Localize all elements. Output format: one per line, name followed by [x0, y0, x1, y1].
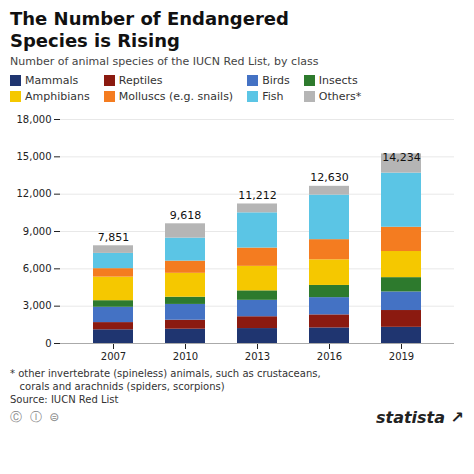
html-text:The Number of Endangered Speci: The Number of Endangered Species is Risi… — [10, 8, 289, 51]
svg-text:6,000: 6,000 — [23, 263, 52, 274]
html-text:Mammals: Mammals — [25, 74, 79, 88]
svg-text:9,618: 9,618 — [170, 209, 202, 222]
svg-text:14,234: 14,234 — [382, 152, 421, 165]
html-text:Source: IUCN Red List: Source: IUCN Red List — [10, 394, 119, 406]
html-text:Number of animal species of th: Number of animal species of the IUCN Red… — [10, 55, 319, 69]
svg-text:9,000: 9,000 — [23, 226, 52, 237]
svg-text:2019: 2019 — [389, 351, 414, 362]
svg-text:7,851: 7,851 — [98, 231, 130, 244]
svg-text:12,000: 12,000 — [17, 189, 52, 200]
svg-text:3,000: 3,000 — [23, 301, 52, 312]
html-text:Insects: Insects — [318, 74, 358, 88]
svg-text:2013: 2013 — [245, 351, 270, 362]
html-text:Birds: Birds — [262, 74, 290, 88]
svg-text:2010: 2010 — [173, 351, 198, 362]
svg-text:2007: 2007 — [101, 351, 126, 362]
html-text:corals and arachnids (spiders,: corals and arachnids (spiders, scorpions… — [10, 381, 225, 393]
html-text:Fish: Fish — [262, 90, 284, 104]
svg-text:18,000: 18,000 — [17, 114, 52, 125]
html-text:Reptiles: Reptiles — [118, 74, 163, 88]
html-text:Others*: Others* — [318, 90, 362, 104]
svg-text:11,212: 11,212 — [238, 189, 277, 202]
html-text:Amphibians: Amphibians — [25, 90, 90, 104]
html-text:Molluscs (e.g. snails): Molluscs (e.g. snails) — [118, 90, 234, 104]
svg-text:2016: 2016 — [317, 351, 342, 362]
svg-text:12,630: 12,630 — [310, 172, 349, 185]
svg-text:0: 0 — [45, 338, 51, 349]
html-text:* other invertebrate (spineles: * other invertebrate (spineless) animals… — [10, 368, 321, 380]
svg-text:15,000: 15,000 — [17, 151, 52, 162]
html-text:statista ↗: statista ↗ — [376, 408, 464, 428]
